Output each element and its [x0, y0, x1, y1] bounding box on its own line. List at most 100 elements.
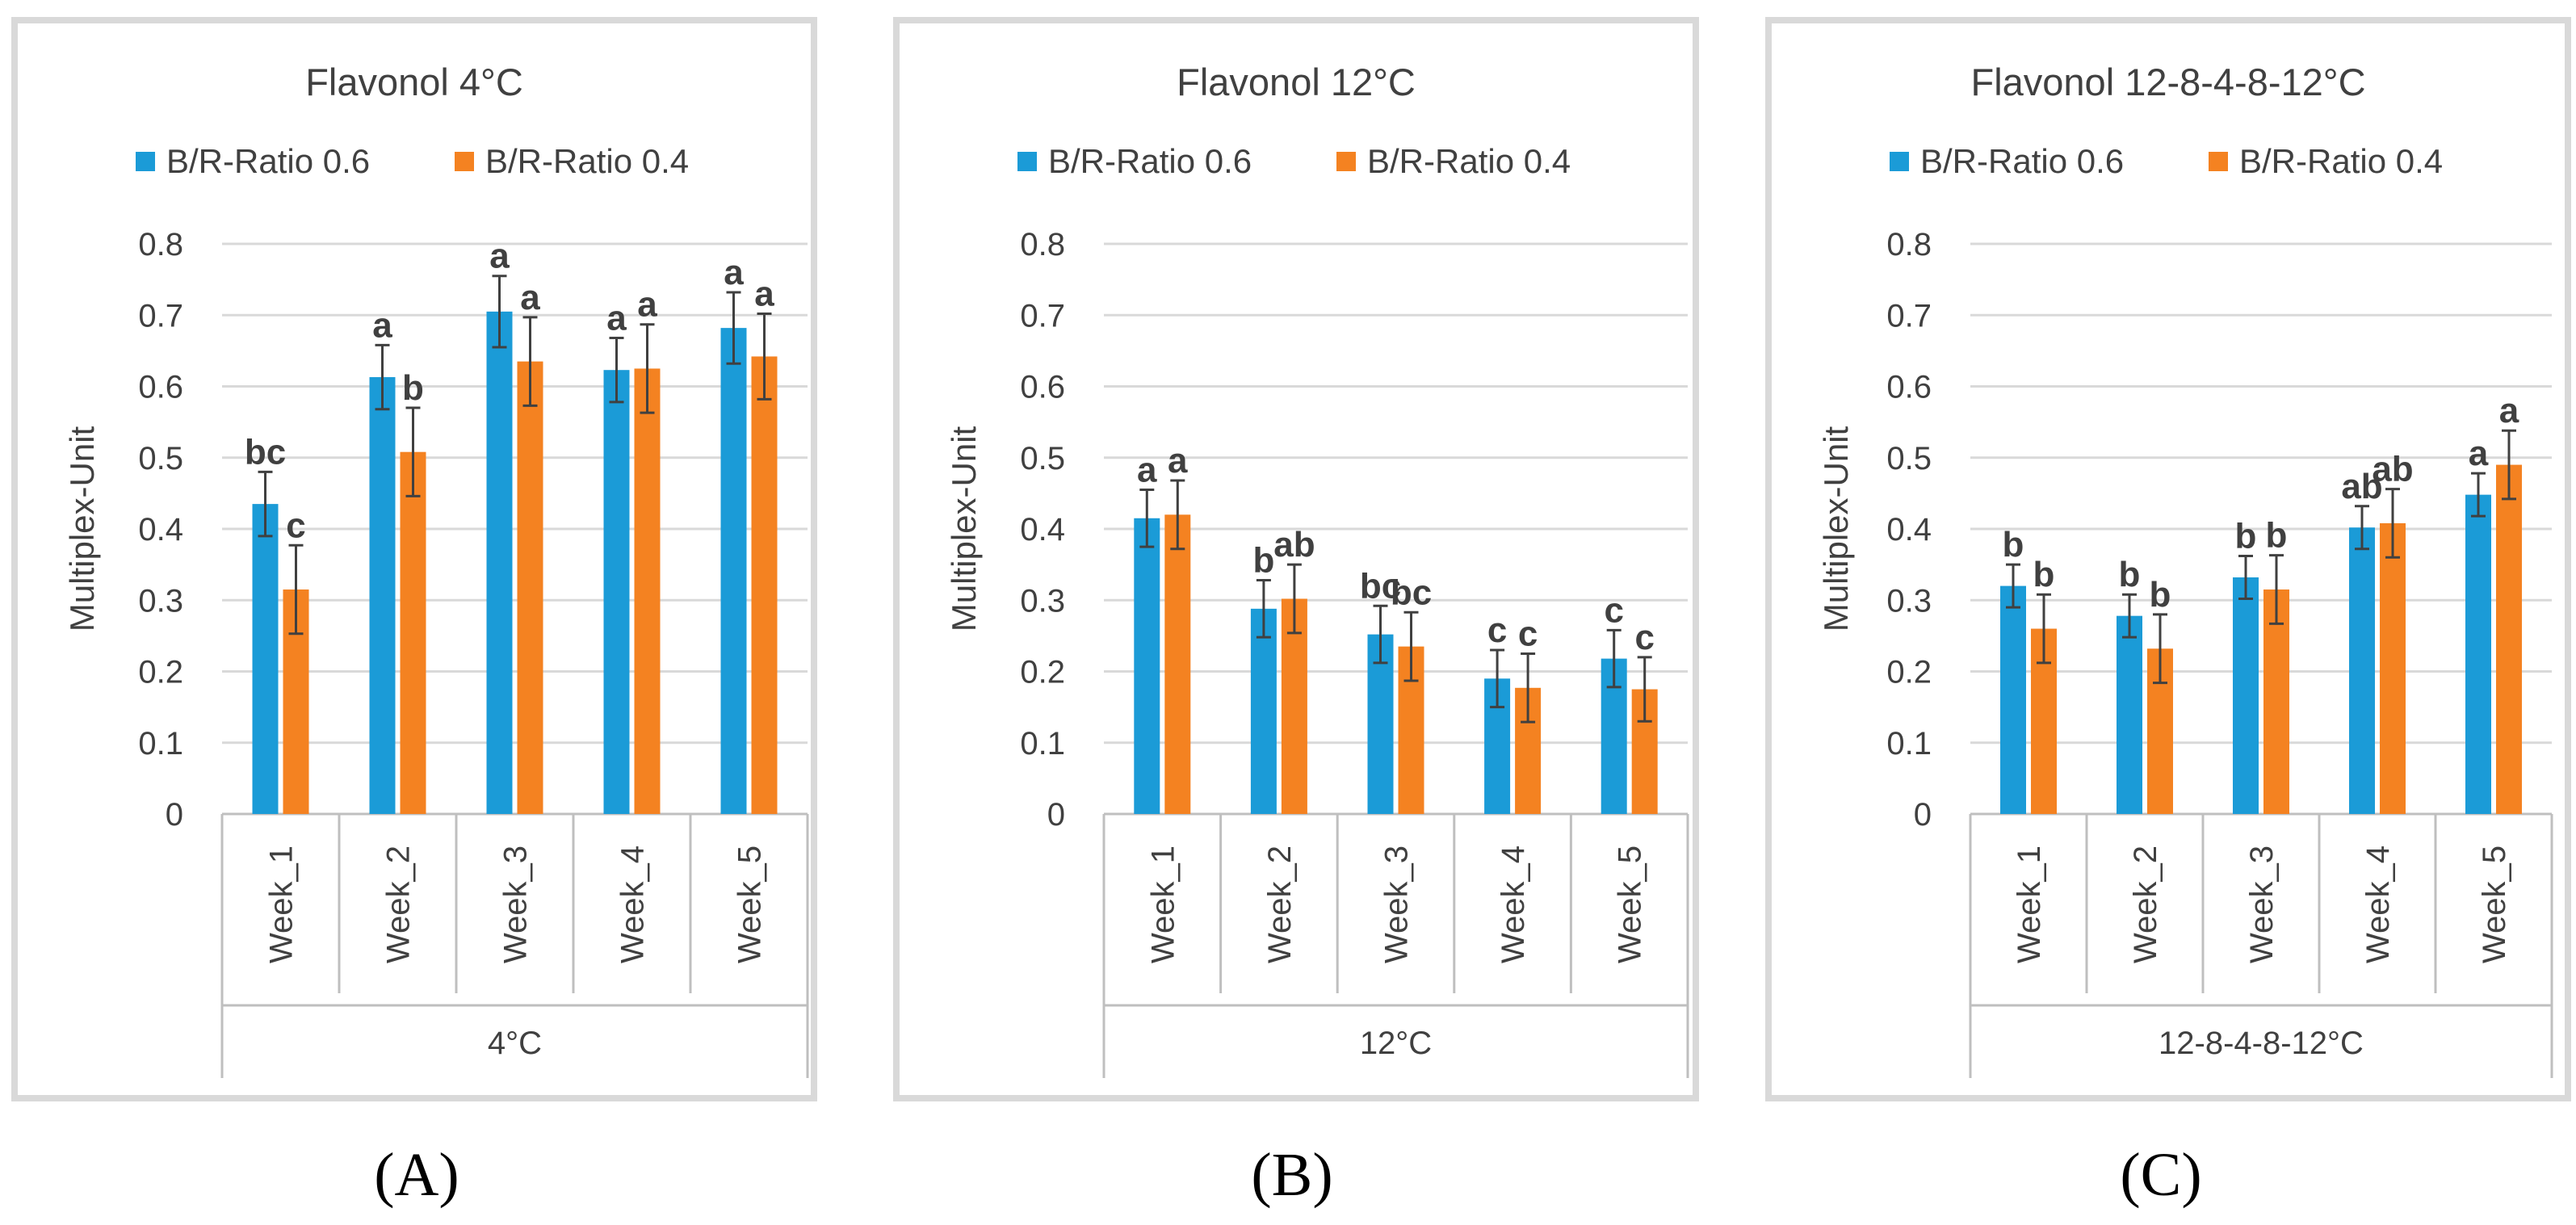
- chart-title: Flavonol 4°C: [305, 61, 523, 103]
- y-tick-label: 0.2: [1020, 655, 1065, 690]
- bar-1-week-3: [486, 311, 513, 814]
- y-tick-label: 0.6: [1886, 370, 1932, 405]
- y-tick-label: 0.7: [1020, 298, 1065, 334]
- category-label: Week_5: [2477, 845, 2512, 963]
- legend-label-2: B/R-Ratio 0.4: [485, 142, 689, 180]
- legend-label-2: B/R-Ratio 0.4: [2239, 142, 2443, 180]
- significance-letter: a: [1137, 450, 1157, 489]
- category-label: Week_4: [2360, 845, 2396, 963]
- bar-1-week-2: [2117, 615, 2142, 814]
- y-tick-label: 0.8: [1020, 227, 1065, 262]
- y-tick-label: 0.5: [1020, 441, 1065, 476]
- bar-2-week-5: [751, 356, 778, 814]
- category-label: Week_1: [1145, 845, 1181, 963]
- panel-letter-1: (A): [374, 1141, 459, 1209]
- significance-letter: b: [2033, 555, 2055, 594]
- category-label: Week_4: [615, 845, 651, 963]
- chart-panel-2: Flavonol 12°C B/R-Ratio 0.6 B/R-Ratio 0.4 0…: [893, 17, 1699, 1101]
- significance-letter: c: [1518, 614, 1538, 653]
- legend-label-1: B/R-Ratio 0.6: [166, 142, 370, 180]
- significance-letter: bc: [1391, 573, 1432, 612]
- panel-letter-3: (C): [2120, 1141, 2201, 1209]
- legend-swatch-2: [1336, 152, 1356, 171]
- legend-swatch-2: [2209, 152, 2228, 171]
- significance-letter: b: [2003, 525, 2024, 564]
- legend-swatch-1: [1890, 152, 1909, 171]
- y-tick-label: 0.3: [1020, 583, 1065, 619]
- bar-1-week-5: [720, 328, 747, 814]
- y-tick-label: 0.1: [1886, 726, 1932, 761]
- significance-letter: a: [754, 274, 774, 313]
- bar-1-week-1: [1134, 518, 1160, 814]
- significance-letter: c: [1634, 618, 1654, 657]
- y-tick-label: 0.4: [1020, 512, 1065, 547]
- significance-letter: b: [2235, 517, 2257, 556]
- significance-letter: a: [606, 298, 627, 338]
- legend-swatch-2: [455, 152, 474, 171]
- y-tick-label: 0.8: [138, 227, 183, 262]
- category-label: Week_1: [264, 845, 300, 963]
- significance-letter: ab: [2341, 467, 2382, 506]
- panel-frame: [1765, 17, 2571, 1101]
- significance-letter: a: [637, 285, 657, 325]
- y-tick-label: 0: [166, 797, 183, 833]
- bar-1-week-2: [369, 377, 396, 815]
- bar-1-week-4: [2349, 527, 2375, 814]
- significance-letter: a: [2469, 434, 2489, 473]
- y-tick-label: 0.5: [138, 441, 183, 476]
- category-label: Week_3: [498, 845, 534, 963]
- bar-2-week-3: [2263, 589, 2289, 814]
- legend: B/R-Ratio 0.6 B/R-Ratio 0.4: [136, 142, 689, 180]
- bar-1-week-3: [1367, 634, 1394, 814]
- y-tick-label: 0.6: [1020, 370, 1065, 405]
- significance-letter: bc: [245, 432, 286, 472]
- legend: B/R-Ratio 0.6 B/R-Ratio 0.4: [1017, 142, 1571, 180]
- category-label: Week_2: [381, 845, 417, 963]
- significance-letter: a: [724, 253, 744, 292]
- significance-letter: b: [2119, 555, 2141, 594]
- x-group-label: 4°C: [488, 1026, 542, 1061]
- significance-letter: c: [1487, 610, 1507, 650]
- y-tick-label: 0.2: [138, 655, 183, 690]
- bar-1-week-3: [2233, 577, 2259, 814]
- bar-2-week-3: [517, 361, 543, 814]
- bar-1-week-1: [252, 504, 279, 814]
- significance-letter: a: [1168, 441, 1188, 480]
- y-axis-title: Multiplex-Unit: [945, 426, 983, 631]
- bar-1-week-4: [603, 370, 630, 814]
- bar-2-week-4: [634, 368, 661, 814]
- legend-label-1: B/R-Ratio 0.6: [1920, 142, 2124, 180]
- significance-letter: a: [372, 305, 392, 345]
- legend-label-1: B/R-Ratio 0.6: [1048, 142, 1252, 180]
- y-tick-label: 0.3: [138, 583, 183, 619]
- legend-swatch-1: [1017, 152, 1037, 171]
- significance-letter: b: [1252, 541, 1274, 581]
- y-tick-label: 0.4: [138, 512, 183, 547]
- y-tick-label: 0.3: [1886, 583, 1932, 619]
- y-tick-label: 0.8: [1886, 227, 1932, 262]
- significance-letter: b: [2150, 575, 2171, 615]
- x-group-label: 12-8-4-8-12°C: [2159, 1026, 2364, 1061]
- significance-letter: b: [402, 368, 424, 408]
- significance-letter: a: [520, 278, 540, 317]
- bar-2-week-5: [2496, 464, 2522, 814]
- significance-letter: c: [286, 506, 305, 545]
- category-label: Week_5: [732, 845, 768, 963]
- y-tick-label: 0.5: [1886, 441, 1932, 476]
- y-tick-label: 0.1: [138, 726, 183, 761]
- legend: B/R-Ratio 0.6 B/R-Ratio 0.4: [1890, 142, 2443, 180]
- chart-title: Flavonol 12-8-4-8-12°C: [1970, 61, 2365, 103]
- category-label: Week_5: [1613, 845, 1648, 963]
- y-axis-title: Multiplex-Unit: [1817, 426, 1855, 631]
- bar-2-week-4: [2380, 522, 2406, 814]
- bar-2-week-2: [400, 451, 426, 814]
- category-label: Week_1: [2012, 845, 2047, 963]
- category-label: Week_4: [1496, 845, 1531, 963]
- chart-title: Flavonol 12°C: [1177, 61, 1416, 103]
- x-group-label: 12°C: [1360, 1026, 1432, 1061]
- significance-letter: ab: [1273, 525, 1315, 564]
- y-tick-label: 0.4: [1886, 512, 1932, 547]
- y-tick-label: 0: [1914, 797, 1932, 833]
- significance-letter: bc: [1360, 566, 1401, 606]
